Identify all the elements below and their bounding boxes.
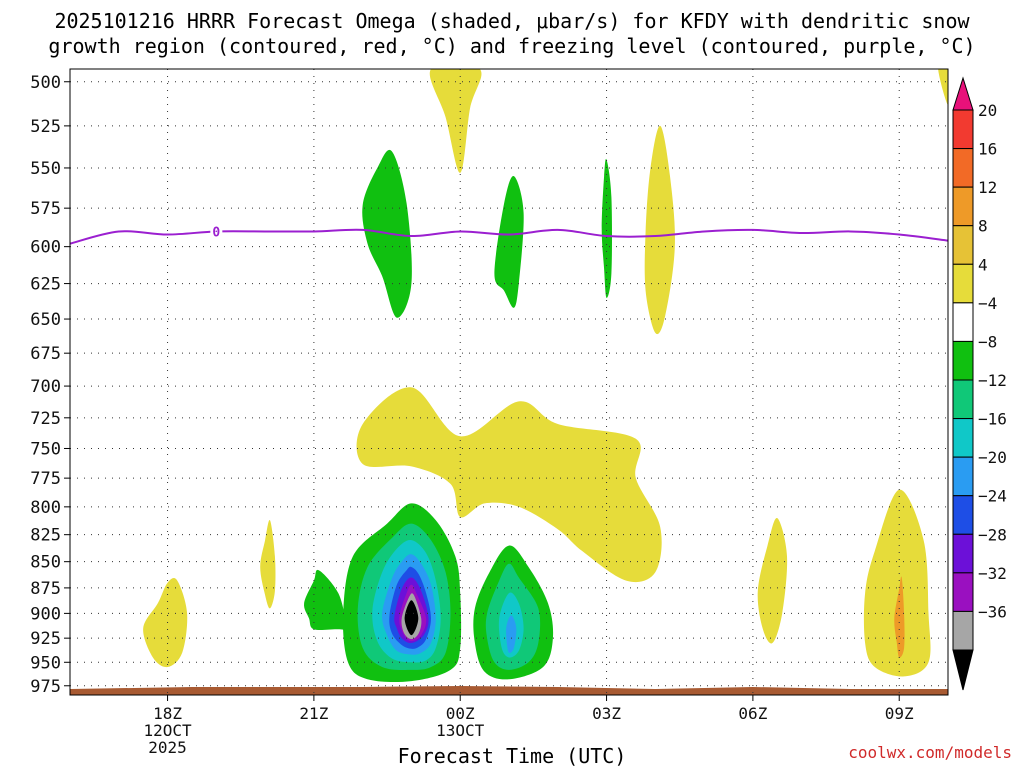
colorbar-box-0 (952, 109, 974, 150)
x-tick-label-27-0: 03Z (592, 704, 621, 723)
omega-region-25 (506, 615, 517, 654)
colorbar-label-11: −28 (978, 525, 1007, 544)
omega-region-1 (938, 69, 948, 105)
plot-frame (69, 68, 949, 696)
colorbar-box-11 (952, 533, 974, 574)
colorbar-box-13 (952, 610, 974, 651)
y-tick-label-525: 525 (30, 117, 61, 137)
omega-region-9 (757, 517, 788, 644)
colorbar-box-8 (952, 418, 974, 458)
omega-region-3 (494, 175, 524, 308)
colorbar-box-10 (952, 495, 974, 535)
chart-title-line-1: 2025101216 HRRR Forecast Omega (shaded, … (54, 9, 970, 33)
colorbar-label-8: −16 (978, 410, 1007, 429)
axes: 500 525 550 575 600 625 650 675 700 725 750 775 800 8… (30, 68, 949, 757)
x-tick-label-24-1: 13OCT (436, 721, 485, 740)
x-tick-label-24-0: 00Z (446, 704, 475, 723)
omega-region-0 (429, 69, 482, 173)
x-tick-label-18-2: 2025 (148, 738, 187, 757)
y-tick-label-825: 825 (30, 526, 61, 546)
freezing-level: 0 (69, 222, 949, 245)
colorbar-box-6 (952, 340, 974, 381)
omega-region-4 (601, 158, 612, 298)
omega-region-6 (356, 387, 662, 583)
x-tick-label-21-0: 21Z (299, 704, 328, 723)
y-tick-label-575: 575 (30, 199, 61, 219)
colorbar-box-4 (952, 263, 974, 304)
y-tick-label-850: 850 (30, 553, 61, 573)
colorbar-box-5 (952, 302, 974, 342)
x-tick-label-18-1: 12OCT (143, 721, 192, 740)
colorbar-label-7: −12 (978, 371, 1007, 390)
y-tick-label-950: 950 (30, 653, 61, 673)
colorbar-label-5: −4 (978, 294, 997, 313)
freezing-level-label-bg (210, 222, 223, 239)
y-tick-label-975: 975 (30, 677, 61, 697)
x-tick-label-18-0: 18Z (153, 704, 182, 723)
colorbar-box-1 (952, 148, 974, 188)
colorbar-label-6: −8 (978, 332, 997, 351)
x-tick-label-30-0: 06Z (738, 704, 767, 723)
credit-link[interactable]: coolwx.com/models (848, 743, 1012, 762)
x-axis-label: Forecast Time (UTC) (397, 744, 627, 768)
y-tick-label-500: 500 (30, 73, 61, 93)
colorbar-top-arrow (952, 76, 974, 111)
y-tick-label-750: 750 (30, 439, 61, 459)
colorbar-label-2: 12 (978, 178, 997, 197)
omega-region-7 (143, 578, 188, 668)
y-tick-label-600: 600 (30, 238, 61, 258)
y-tick-label-700: 700 (30, 377, 61, 397)
y-tick-label-725: 725 (30, 409, 61, 429)
colorbar-box-2 (952, 186, 974, 227)
colorbar-box-12 (952, 572, 974, 612)
y-tick-label-925: 925 (30, 629, 61, 649)
colorbar-label-0: 20 (978, 101, 997, 120)
x-tick-label-33-0: 09Z (885, 704, 914, 723)
y-tick-label-875: 875 (30, 579, 61, 599)
omega-region-10 (863, 489, 931, 677)
chart-title-line-2: growth region (contoured, red, °C) and f… (48, 34, 976, 58)
colorbar-bottom-arrow (952, 649, 974, 691)
colorbar-box-9 (952, 456, 974, 497)
y-tick-label-900: 900 (30, 604, 61, 624)
freezing-level-label: 0 (212, 225, 220, 240)
omega-region-8 (260, 519, 276, 609)
omega-shading (143, 69, 948, 683)
colorbar-label-3: 8 (978, 217, 988, 236)
surface-strip (70, 686, 948, 695)
omega-region-11 (894, 576, 905, 658)
y-tick-label-550: 550 (30, 159, 61, 179)
y-tick-label-800: 800 (30, 498, 61, 518)
colorbar: 20 16 12 8 4 −4 −8 −12 −16 −20 −24 −28 −32 −36 (952, 76, 1007, 691)
omega-region-21 (404, 600, 419, 636)
colorbar-label-13: −36 (978, 602, 1007, 621)
y-tick-label-625: 625 (30, 275, 61, 295)
y-tick-label-675: 675 (30, 344, 61, 364)
colorbar-label-4: 4 (978, 255, 988, 274)
omega-region-5 (644, 125, 675, 335)
y-tick-label-650: 650 (30, 310, 61, 330)
colorbar-box-7 (952, 379, 974, 420)
surface-fill (70, 686, 948, 695)
colorbar-box-3 (952, 225, 974, 265)
colorbar-label-10: −24 (978, 487, 1007, 506)
colorbar-label-1: 16 (978, 140, 997, 159)
y-tick-label-775: 775 (30, 469, 61, 489)
colorbar-label-12: −32 (978, 564, 1007, 583)
colorbar-label-9: −20 (978, 448, 1007, 467)
